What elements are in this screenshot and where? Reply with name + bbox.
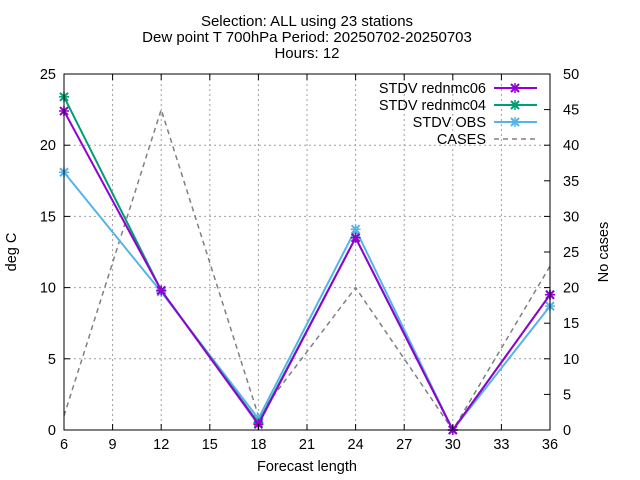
x-tick-label: 12 (153, 437, 169, 453)
y2-tick-label: 25 (563, 245, 579, 261)
series-line-stdv-obs (63, 171, 551, 432)
x-tick-label: 9 (109, 437, 117, 453)
legend-label: CASES (437, 132, 486, 148)
y2-tick-label: 5 (563, 387, 571, 403)
y2-tick-label: 20 (563, 281, 579, 297)
y2-tick-label: 40 (563, 138, 579, 154)
y2-tick-label: 10 (563, 352, 579, 368)
y-tick-label: 0 (48, 423, 56, 439)
legend-label: STDV rednmc04 (379, 98, 486, 114)
y-tick-label: 25 (40, 67, 56, 83)
y2-tick-label: 30 (563, 209, 579, 225)
legend-marker-stdv-obs (510, 117, 520, 127)
y-tick-label: 20 (40, 138, 56, 154)
x-axis-label: Forecast length (257, 459, 357, 475)
legend-label: STDV rednmc06 (379, 81, 486, 97)
grid (64, 74, 550, 430)
y-tick-label: 5 (48, 352, 56, 368)
title-line: Hours: 12 (274, 45, 339, 62)
y2-tick-label: 35 (563, 174, 579, 190)
title-line: Selection: ALL using 23 stations (201, 13, 413, 30)
y-axis-label: deg C (4, 233, 20, 272)
y2-tick-label: 15 (563, 316, 579, 332)
x-tick-label: 15 (202, 437, 218, 453)
y2-axis-label: No cases (596, 222, 612, 282)
axis-ticks: 6 9 12 15 18 21 24 27 30 33 36 0 5 10 15 20 25 0 5 10 15 20 25… (40, 67, 579, 453)
x-tick-label: 6 (60, 437, 68, 453)
x-tick-label: 30 (445, 437, 461, 453)
series-line-cases (63, 107, 551, 432)
x-tick-label: 27 (396, 437, 412, 453)
y2-tick-label: 0 (563, 423, 571, 439)
y2-tick-label: 50 (563, 67, 579, 83)
series-line-stdv-rednmc06 (63, 110, 551, 432)
legend-label: STDV OBS (413, 115, 486, 131)
x-tick-label: 36 (542, 437, 558, 453)
data-point-stdv-rednmc06 (350, 232, 361, 243)
legend-marker-stdv-rednmc06 (510, 83, 520, 93)
legend-marker-stdv-rednmc04 (510, 100, 520, 110)
x-tick-label: 24 (348, 437, 364, 453)
title-line: Dew point T 700hPa Period: 20250702-2025… (142, 29, 472, 46)
x-tick-label: 21 (299, 437, 315, 453)
x-tick-label: 18 (250, 437, 266, 453)
data-point-stdv-rednmc06 (156, 285, 167, 296)
y-tick-label: 10 (40, 281, 56, 297)
data-point-stdv-obs (350, 224, 361, 235)
x-tick-label: 33 (493, 437, 509, 453)
y-tick-label: 15 (40, 209, 56, 225)
y2-tick-label: 45 (563, 103, 579, 119)
